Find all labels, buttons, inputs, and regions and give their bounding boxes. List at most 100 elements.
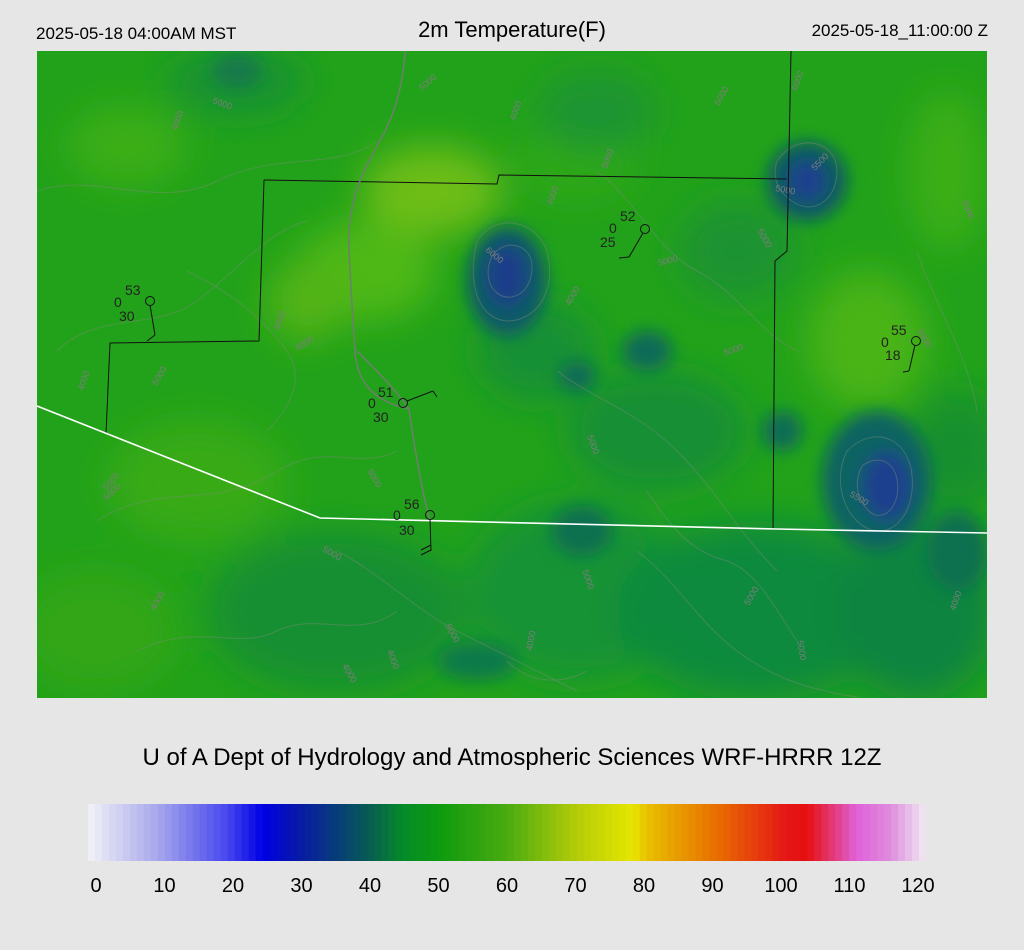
station-plot-d[interactable]: 51 0 30 (368, 384, 438, 425)
colorbar-band (660, 804, 669, 861)
colorbar-band (88, 804, 96, 861)
colorbar-band (653, 804, 662, 861)
colorbar-band (367, 804, 375, 861)
temperature-colorbar (88, 804, 926, 861)
colorbar-band (360, 804, 368, 861)
colorbar-band (94, 804, 103, 861)
colorbar-band (276, 804, 285, 861)
colorbar-band (534, 804, 543, 861)
colorbar-band (430, 804, 438, 861)
colorbar-band (576, 804, 585, 861)
colorbar-band (835, 804, 843, 861)
colorbar-band (297, 804, 306, 861)
colorbar-band (101, 804, 110, 861)
model-credit: U of A Dept of Hydrology and Atmospheric… (142, 744, 882, 771)
colorbar-band (513, 804, 522, 861)
colorbar-band (458, 804, 466, 861)
colorbar-band (143, 804, 152, 861)
colorbar-band (402, 804, 410, 861)
colorbar-band (786, 804, 794, 861)
colorbar-band (807, 804, 815, 861)
colorbar-band (814, 804, 822, 861)
colorbar-band (849, 804, 857, 861)
colorbar-band (709, 804, 718, 861)
colorbar-band (500, 804, 508, 861)
colorbar-band (730, 804, 739, 861)
colorbar-tick-label: 120 (901, 875, 935, 897)
colorbar-tick-label: 0 (90, 875, 102, 897)
station-plot-e[interactable]: 56 0 30 (393, 496, 435, 556)
colorbar-band (520, 804, 529, 861)
wind-barb (429, 518, 432, 552)
rivers (348, 51, 431, 522)
station-cover: 0 (368, 395, 376, 411)
colorbar-band (227, 804, 236, 861)
colorbar-band (702, 804, 711, 861)
station-dewpoint: 30 (119, 308, 135, 324)
colorbar-band (339, 804, 347, 861)
colorbar-steps (88, 804, 926, 861)
colorbar-band (632, 804, 641, 861)
colorbar-band (451, 804, 459, 861)
state-border (37, 405, 987, 534)
contour-label: 4000 (524, 630, 537, 651)
colorbar-band (555, 804, 564, 861)
contour-label: 5000 (775, 183, 796, 196)
colorbar-band (541, 804, 550, 861)
colorbar-band (751, 804, 759, 861)
colorbar-band (283, 804, 292, 861)
colorbar-band (185, 804, 194, 861)
colorbar-band (590, 804, 599, 861)
colorbar-band (618, 804, 627, 861)
station-plot-a[interactable]: 53 0 30 (114, 282, 156, 342)
colorbar-band (912, 804, 920, 861)
colorbar-band (562, 804, 571, 861)
colorbar-band (157, 804, 166, 861)
colorbar-band (164, 804, 173, 861)
colorbar-band (262, 804, 271, 861)
colorbar-band (919, 804, 926, 861)
colorbar-band (884, 804, 892, 861)
contour-label: 5000 (795, 640, 808, 661)
colorbar-band (304, 804, 313, 861)
station-temp: 52 (620, 208, 636, 224)
colorbar-tick-label: 100 (764, 875, 798, 897)
colorbar-tick-label: 80 (632, 875, 656, 897)
colorbar-band (779, 804, 787, 861)
colorbar-band (821, 804, 829, 861)
colorbar-band (381, 804, 389, 861)
wind-barb-tick (618, 256, 630, 259)
station-cover: 0 (114, 294, 122, 310)
colorbar-band (604, 804, 613, 861)
station-cover: 0 (393, 507, 401, 523)
station-plot-b[interactable]: 52 0 25 (600, 208, 650, 259)
colorbar-band (192, 804, 201, 861)
colorbar-band (842, 804, 850, 861)
colorbar-band (723, 804, 732, 861)
colorbar-band (611, 804, 620, 861)
colorbar-band (646, 804, 655, 861)
colorbar-tick-label: 110 (833, 875, 866, 897)
colorbar-band (527, 804, 536, 861)
station-temp: 51 (378, 384, 394, 400)
colorbar-band (374, 804, 382, 861)
colorbar-band (688, 804, 697, 861)
colorbar-band (793, 804, 801, 861)
colorbar-band (255, 804, 264, 861)
wind-barb (628, 232, 644, 258)
colorbar-band (423, 804, 431, 861)
colorbar-band (625, 804, 634, 861)
wind-barb (908, 344, 916, 372)
colorbar-band (597, 804, 606, 861)
station-dewpoint: 30 (399, 522, 415, 538)
colorbar-tick-label: 50 (427, 875, 450, 897)
colorbar-band (129, 804, 138, 861)
colorbar-band (444, 804, 452, 861)
colorbar-band (395, 804, 403, 861)
colorbar-band (639, 804, 648, 861)
colorbar-band (716, 804, 725, 861)
cold-pockets (212, 53, 987, 681)
station-plot-c[interactable]: 55 0 18 (881, 322, 921, 373)
colorbar-band (416, 804, 424, 861)
colorbar-band (583, 804, 592, 861)
